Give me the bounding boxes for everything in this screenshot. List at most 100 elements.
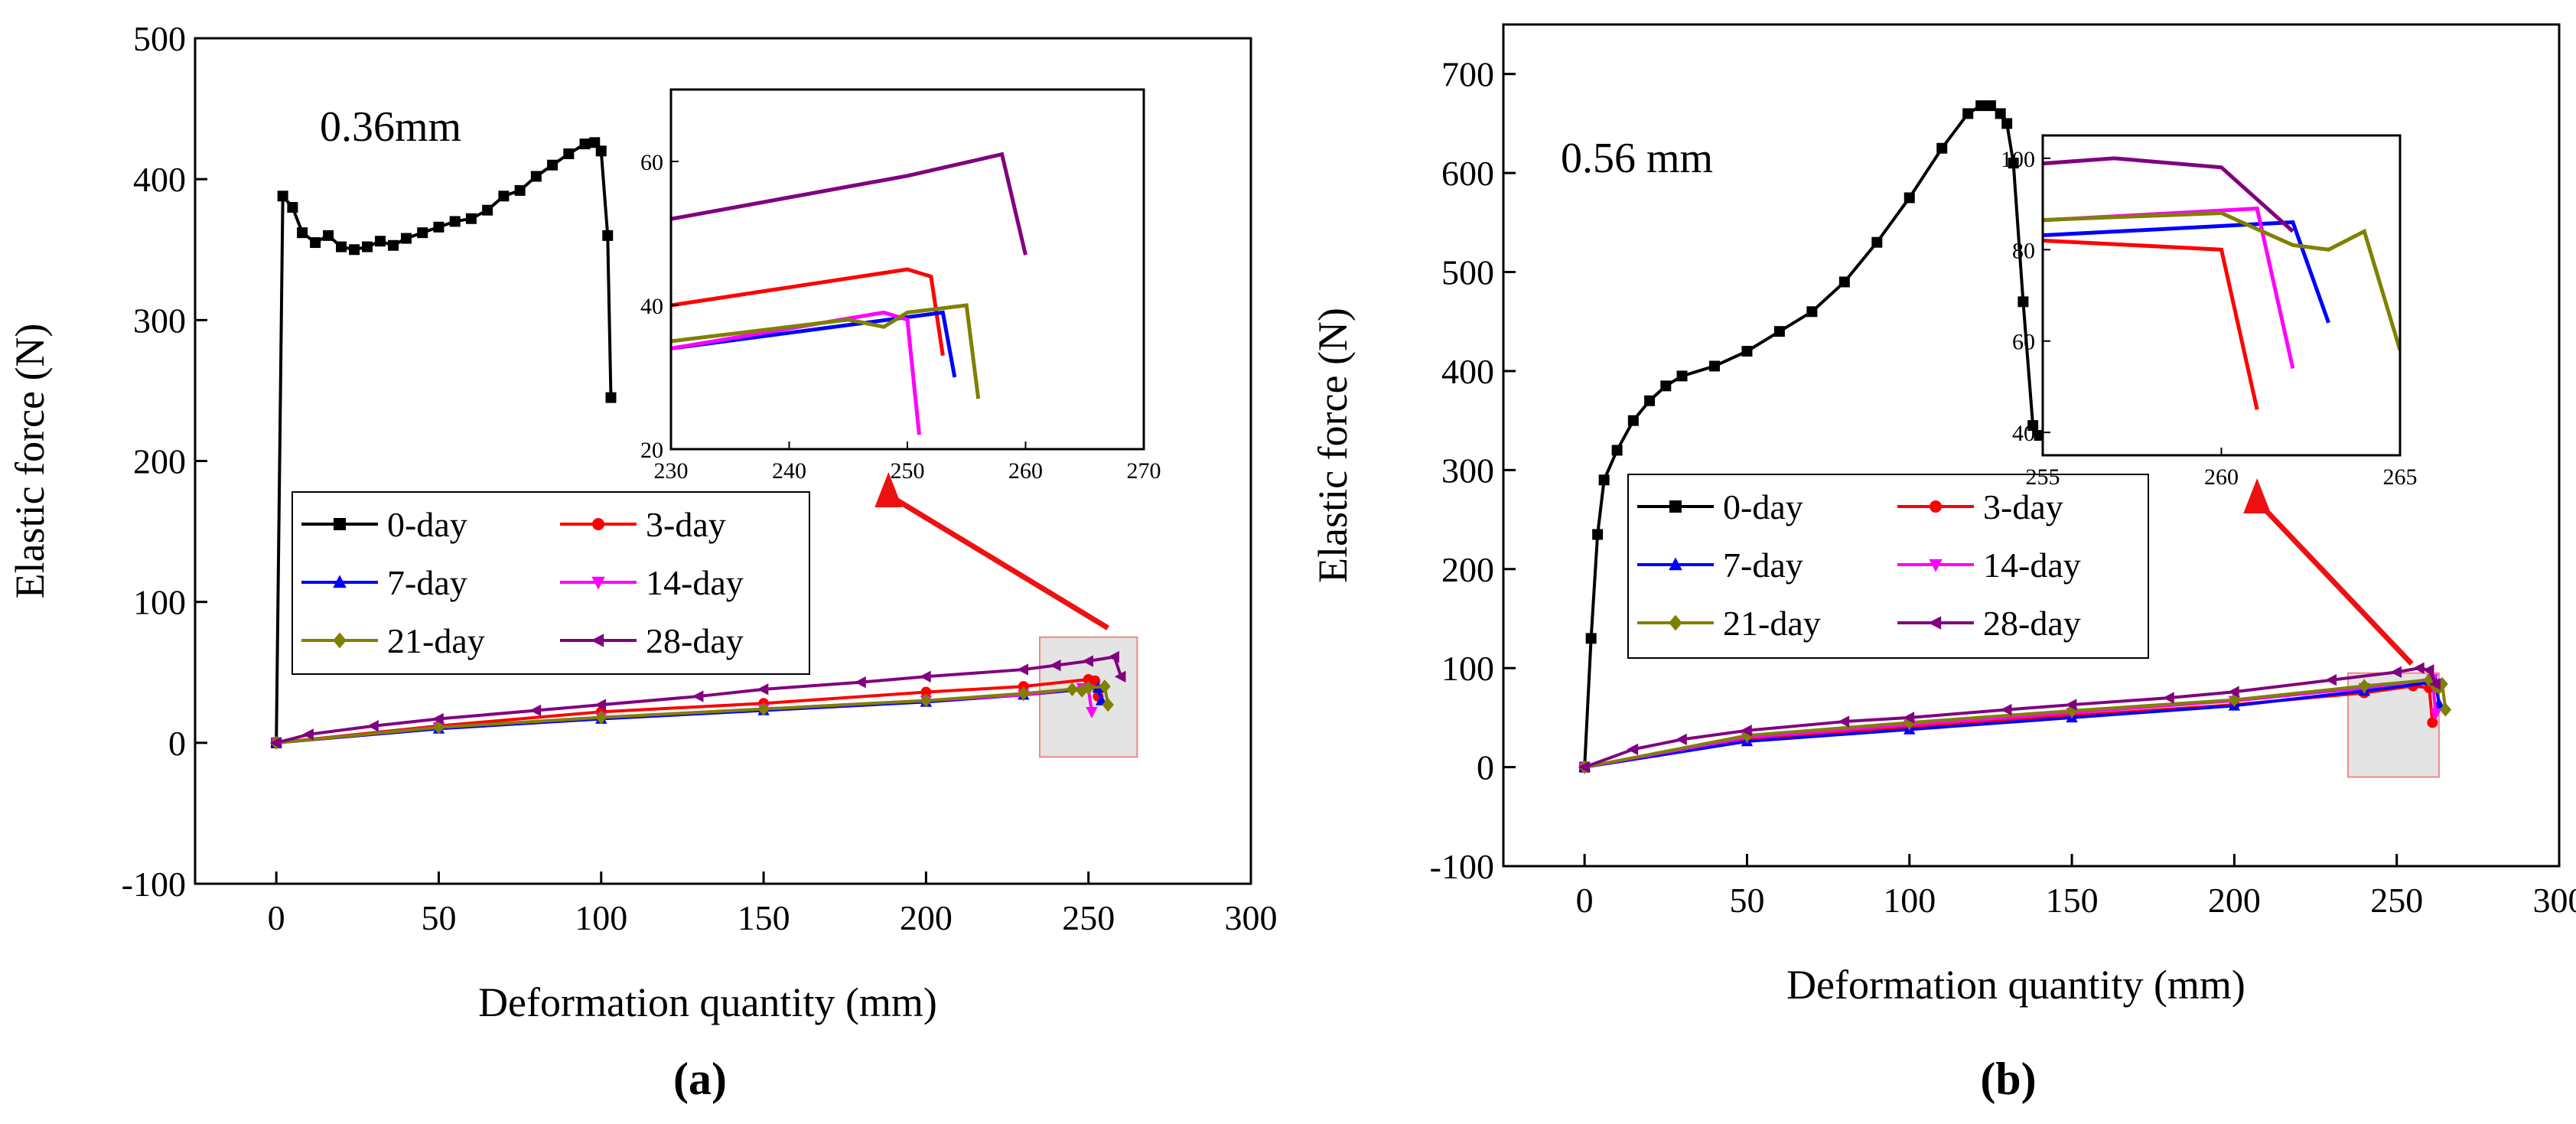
legend-item-14-day: 14-day — [560, 563, 744, 602]
data-point — [432, 712, 444, 725]
legend-box — [1627, 474, 2149, 659]
data-point — [1018, 681, 1029, 692]
data-point — [1086, 707, 1098, 718]
data-point — [1585, 633, 1597, 644]
inset-series-line-21-day — [671, 303, 981, 399]
data-point — [2423, 673, 2435, 687]
inset-x-tick-label: 270 — [1127, 458, 1161, 484]
data-point — [2000, 703, 2012, 716]
data-point — [2427, 717, 2438, 728]
legend-item-28-day: 28-day — [1897, 604, 2081, 643]
data-point — [482, 204, 493, 216]
data-point — [1018, 686, 1030, 701]
inset-series-group — [671, 151, 1027, 435]
data-point — [2429, 678, 2441, 690]
data-point — [310, 237, 321, 249]
data-point — [2001, 118, 2013, 129]
data-point — [417, 227, 428, 239]
x-axis-title: Deformation quantity (mm) — [1786, 962, 2245, 1008]
data-point — [433, 221, 445, 233]
data-point — [498, 191, 510, 202]
data-point — [2017, 296, 2029, 308]
legend-marker — [1669, 500, 1682, 513]
inset-series-line-7-day — [2043, 220, 2330, 324]
inset-background — [2043, 135, 2400, 455]
inset-x-tick-label: 230 — [654, 458, 689, 484]
legend-marker — [591, 634, 604, 647]
x-tick-label: 150 — [2046, 881, 2099, 920]
data-point — [375, 236, 386, 247]
thickness-annotation: 0.56 mm — [1561, 135, 1713, 182]
series-21-day — [270, 679, 1114, 750]
legend-label: 3-day — [1983, 487, 2063, 526]
data-point — [1644, 395, 1656, 406]
y-tick-label: 0 — [1477, 748, 1494, 787]
inset-x-tick-label: 265 — [2383, 464, 2418, 490]
legend-marker — [333, 632, 347, 649]
data-point — [692, 690, 704, 702]
legend-item-21-day: 21-day — [1637, 604, 1821, 643]
legend-label: 0-day — [1723, 487, 1803, 526]
legend-item-3-day: 3-day — [560, 505, 726, 544]
data-point — [2227, 686, 2239, 698]
data-point — [1082, 655, 1093, 667]
x-tick-label: 50 — [421, 898, 456, 937]
data-point — [2008, 158, 2019, 169]
legend-label: 7-day — [387, 563, 467, 602]
inset-series-line-3-day — [671, 267, 945, 357]
data-point — [287, 202, 298, 213]
x-tick-label: 50 — [1729, 881, 1764, 920]
data-point — [2413, 662, 2425, 674]
inset-x-tick-label: 260 — [1008, 458, 1043, 484]
data-point — [919, 670, 931, 683]
data-point — [1838, 276, 1850, 288]
inset-y-tick-label: 20 — [640, 438, 663, 463]
inset-x-tick-label: 240 — [772, 458, 806, 484]
data-point — [1592, 529, 1604, 540]
data-point — [595, 145, 607, 157]
legend-marker — [1929, 559, 1943, 572]
data-point — [1838, 715, 1850, 728]
data-point — [1903, 712, 1915, 724]
data-point — [563, 148, 575, 160]
data-point — [2422, 664, 2434, 676]
data-point — [514, 184, 526, 196]
data-point — [362, 241, 373, 252]
y-tick-label: 600 — [1441, 154, 1494, 193]
data-point — [388, 239, 399, 251]
data-point — [530, 171, 542, 182]
y-tick-label: 500 — [1441, 253, 1494, 292]
legend-marker — [1669, 614, 1682, 631]
legend-marker — [1928, 616, 1942, 630]
data-point — [1741, 725, 1752, 737]
data-point — [349, 244, 360, 256]
data-point — [589, 137, 601, 148]
legend-label: 21-day — [1723, 604, 1821, 643]
y-tick-label: 100 — [1441, 649, 1494, 688]
inset-y-tick-label: 60 — [640, 150, 663, 175]
y-tick-label: 400 — [1441, 352, 1494, 391]
data-point — [1102, 698, 1114, 712]
legend-item-0-day: 0-day — [301, 505, 467, 544]
chart-panel-a: 0 50 100 150 200 250 300 -100 0 100 200 300 400 500 De… — [7, 19, 1278, 1104]
data-point — [594, 699, 607, 711]
inset-y-tick-label: 40 — [2012, 421, 2035, 446]
data-point — [602, 230, 614, 241]
data-point — [1871, 236, 1883, 248]
data-point — [1017, 663, 1029, 676]
plot-frame — [1502, 23, 2561, 868]
data-point — [1995, 108, 2006, 119]
x-tick-label: 250 — [2370, 881, 2423, 920]
x-tick-label: 0 — [1576, 881, 1594, 920]
data-point — [401, 233, 412, 244]
legend-item-28-day: 28-day — [560, 621, 744, 660]
series-28-day — [269, 650, 1126, 749]
zoom-arrow-head — [2243, 478, 2272, 513]
y-tick-label: 200 — [133, 442, 186, 481]
data-point — [1806, 306, 1818, 318]
legend-marker — [1930, 500, 1942, 513]
series-28-day — [1578, 662, 2441, 774]
data-point — [855, 676, 866, 689]
inset-series-line-21-day — [2043, 210, 2400, 351]
